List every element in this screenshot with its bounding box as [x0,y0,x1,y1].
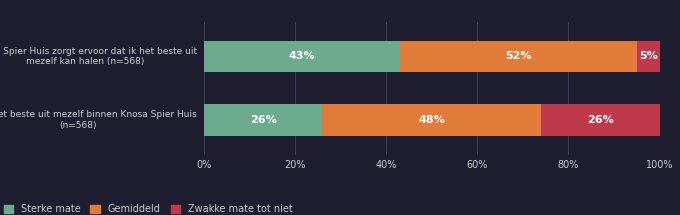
Text: 52%: 52% [505,51,532,61]
Text: Ik haal het beste uit mezelf binnen Knosa Spier Huis
(n=568): Ik haal het beste uit mezelf binnen Knos… [0,110,197,130]
Bar [204,41,400,72]
Bar [204,104,322,136]
Text: 43%: 43% [288,51,316,61]
Text: 48%: 48% [418,115,445,125]
Bar [541,104,660,136]
Text: 26%: 26% [587,115,614,125]
Text: 26%: 26% [250,115,277,125]
Legend: Sterke mate, Gemiddeld, Zwakke mate tot niet: Sterke mate, Gemiddeld, Zwakke mate tot … [1,202,294,215]
Text: 5%: 5% [639,51,658,61]
Text: Knosa Spier Huis zorgt ervoor dat ik het beste uit
mezelf kan halen (n=568): Knosa Spier Huis zorgt ervoor dat ik het… [0,47,197,66]
Bar [322,104,541,136]
Bar [400,41,637,72]
Bar [636,41,660,72]
